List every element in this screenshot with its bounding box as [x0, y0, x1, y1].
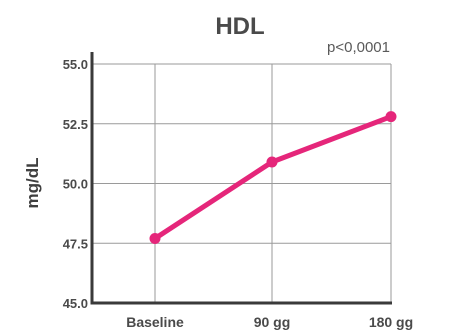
y-tick-label: 47.5 — [63, 236, 88, 251]
series — [149, 111, 397, 244]
x-tick-label: 180 gg — [369, 314, 413, 330]
y-tick-label: 50.0 — [63, 177, 88, 192]
y-axis-label: mg/dL — [23, 158, 42, 209]
p-value-annotation: p<0,0001 — [327, 39, 390, 56]
data-point — [266, 156, 278, 168]
series-line — [152, 114, 394, 241]
data-point — [385, 111, 397, 123]
data-point — [149, 232, 161, 244]
axes — [90, 52, 392, 305]
y-tick-label: 52.5 — [63, 117, 88, 132]
grid — [92, 63, 392, 303]
x-tick-label: Baseline — [126, 314, 184, 330]
x-ticks: Baseline 90 gg 180 gg — [126, 314, 413, 330]
y-ticks: 45.0 47.5 50.0 52.5 55.0 — [63, 57, 88, 311]
chart-title: HDL — [215, 13, 264, 40]
x-tick-label: 90 gg — [254, 314, 291, 330]
y-tick-label: 55.0 — [63, 57, 88, 72]
y-tick-label: 45.0 — [63, 296, 88, 311]
